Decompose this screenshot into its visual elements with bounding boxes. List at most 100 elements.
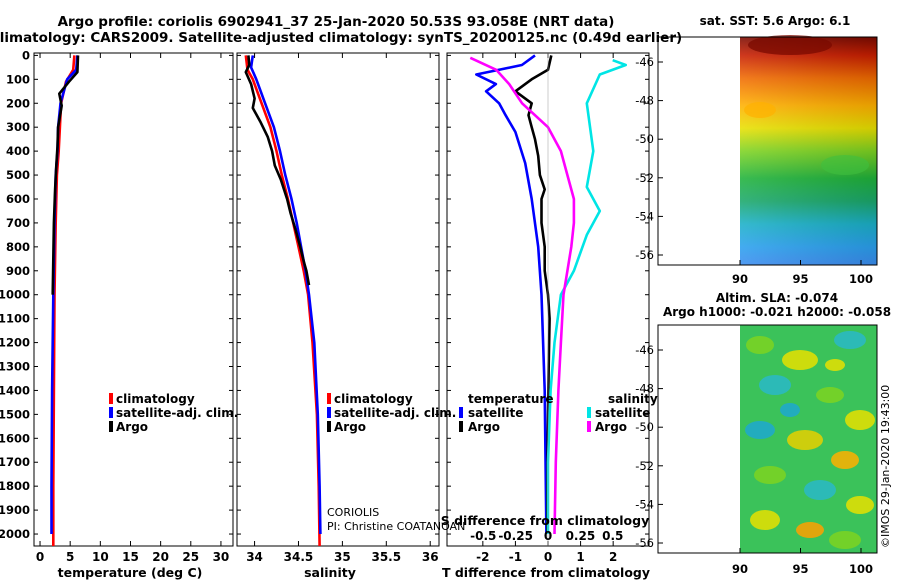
depth-tick-label: 1000 xyxy=(0,288,30,302)
x-tick-label: 30 xyxy=(213,550,230,564)
depth-tick-label: 1700 xyxy=(0,455,30,469)
legend-swatch-argo xyxy=(327,421,331,432)
tick-marks xyxy=(34,53,649,546)
t-difference-axis-label: T difference from climatology xyxy=(442,565,650,580)
series-salinity-satellite xyxy=(546,58,628,534)
depth-tick-label: 1600 xyxy=(0,431,30,445)
series-argo xyxy=(244,55,311,286)
x-tick-label-salinity: 0 xyxy=(544,529,552,543)
s-difference-axis-label: S difference from climatology xyxy=(441,513,650,528)
temperature-series xyxy=(50,55,80,546)
temperature-axis-label: temperature (deg C) xyxy=(58,565,203,580)
x-tick-label: 35.5 xyxy=(371,550,401,564)
lon-tick-label: 100 xyxy=(849,272,873,286)
depth-tick-label: 2000 xyxy=(0,527,30,541)
legend-satellite: satellite-adj. clim. xyxy=(116,406,238,420)
lat-tick-label: -46 xyxy=(635,55,654,69)
series-climatology xyxy=(51,55,76,546)
legend-swatch-s-satellite xyxy=(587,407,591,418)
lon-tick-label: 95 xyxy=(792,562,808,576)
sla-patch xyxy=(846,496,874,514)
depth-tick-label: 1400 xyxy=(0,383,30,397)
sla-patch xyxy=(845,410,875,430)
sla-map-title-2: Argo h1000: -0.021 h2000: -0.058 xyxy=(663,305,891,319)
lon-tick-label: 95 xyxy=(792,272,808,286)
legend-swatch-climatology xyxy=(109,393,113,404)
lat-tick-label: -56 xyxy=(635,536,654,550)
depth-tick-label: 900 xyxy=(6,264,30,278)
sla-patch xyxy=(746,336,774,354)
x-tick-label-salinity: -0.5 xyxy=(470,529,496,543)
legend-swatch-satellite xyxy=(109,407,113,418)
sst-map xyxy=(657,35,878,266)
depth-tick-label: 800 xyxy=(6,240,30,254)
series-temperature-argo xyxy=(514,55,553,534)
depth-tick-label: 300 xyxy=(6,120,30,134)
x-tick-label: 20 xyxy=(152,550,169,564)
lat-tick-label: -56 xyxy=(635,248,654,262)
sla-patch xyxy=(796,522,824,538)
depth-tick-label: 100 xyxy=(6,72,30,86)
x-tick-label: 10 xyxy=(92,550,109,564)
credit-institution: CORIOLIS xyxy=(327,506,379,519)
legend-swatch-t-satellite xyxy=(459,407,463,418)
x-tick-label: 0 xyxy=(544,550,552,564)
depth-tick-label: 200 xyxy=(6,96,30,110)
depth-tick-label: 0 xyxy=(22,48,30,62)
sla-patch xyxy=(782,350,818,370)
difference-legend: temperature satellite Argo salinity sate… xyxy=(459,392,658,434)
title-line-1: Argo profile: coriolis 6902941_37 25-Jan… xyxy=(58,14,615,30)
x-tick-label: 15 xyxy=(122,550,139,564)
lon-tick-label: 90 xyxy=(732,562,748,576)
legend-t-satellite: satellite xyxy=(468,406,523,420)
x-tick-label: 2 xyxy=(609,550,617,564)
salinity-axis-label: salinity xyxy=(304,565,356,580)
sla-patch xyxy=(804,480,836,500)
salinity-legend: climatology satellite-adj. clim. Argo xyxy=(327,392,456,434)
depth-tick-label: 1300 xyxy=(0,360,30,374)
x-tick-label-salinity: -0.25 xyxy=(498,529,533,543)
sla-patch xyxy=(745,421,775,439)
sla-patch xyxy=(759,375,791,395)
temperature-legend: climatology satellite-adj. clim. Argo xyxy=(109,392,238,434)
depth-tick-label: 1800 xyxy=(0,479,30,493)
legend-s-argo: Argo xyxy=(595,420,627,434)
x-tick-label-salinity: 0.25 xyxy=(566,529,596,543)
depth-tick-label: 1200 xyxy=(0,336,30,350)
sla-patch xyxy=(780,403,800,417)
depth-tick-label: 1500 xyxy=(0,407,30,421)
lat-tick-label: -52 xyxy=(635,459,654,473)
legend-argo: Argo xyxy=(116,420,148,434)
sla-patch xyxy=(754,466,786,484)
sla-map-title-1: Altim. SLA: -0.074 xyxy=(716,291,838,305)
x-tick-labels: 0 5 10 15 20 25 30 34 34.5 35 35.5 36 -2 -1 0 1 2 -0.5 -0.… xyxy=(36,529,624,564)
series-argo xyxy=(51,55,80,295)
sst-map-title: sat. SST: 5.6 Argo: 6.1 xyxy=(700,14,851,28)
sla-patch xyxy=(831,451,859,469)
sla-patch xyxy=(834,331,866,349)
x-tick-label: 0 xyxy=(36,550,44,564)
legend-swatch-satellite xyxy=(327,407,331,418)
difference-series xyxy=(469,53,628,546)
sla-map xyxy=(657,324,878,554)
sst-patch xyxy=(821,155,869,175)
sst-map-frame xyxy=(657,36,878,266)
sla-patch xyxy=(816,387,844,403)
legend-swatch-climatology xyxy=(327,393,331,404)
lat-tick-label: -50 xyxy=(635,132,654,146)
legend-satellite: satellite-adj. clim. xyxy=(334,406,456,420)
legend-swatch-argo xyxy=(109,421,113,432)
series-satellite-adj-clim- xyxy=(249,55,322,535)
x-tick-label-salinity: 0.5 xyxy=(602,529,623,543)
depth-tick-label: 700 xyxy=(6,216,30,230)
lat-tick-label: -54 xyxy=(635,497,654,511)
depth-axis: 0 100 200 300 400 500 600 700 800 900 1000 1100 1200… xyxy=(0,48,30,541)
salinity-panel-frame xyxy=(236,52,440,547)
depth-tick-label: 400 xyxy=(6,144,30,158)
legend-temperature-heading: temperature xyxy=(468,392,553,406)
sla-patch xyxy=(829,531,861,549)
legend-swatch-t-argo xyxy=(459,421,463,432)
temperature-panel-frame xyxy=(33,52,234,547)
lat-tick-label: -48 xyxy=(635,382,654,396)
